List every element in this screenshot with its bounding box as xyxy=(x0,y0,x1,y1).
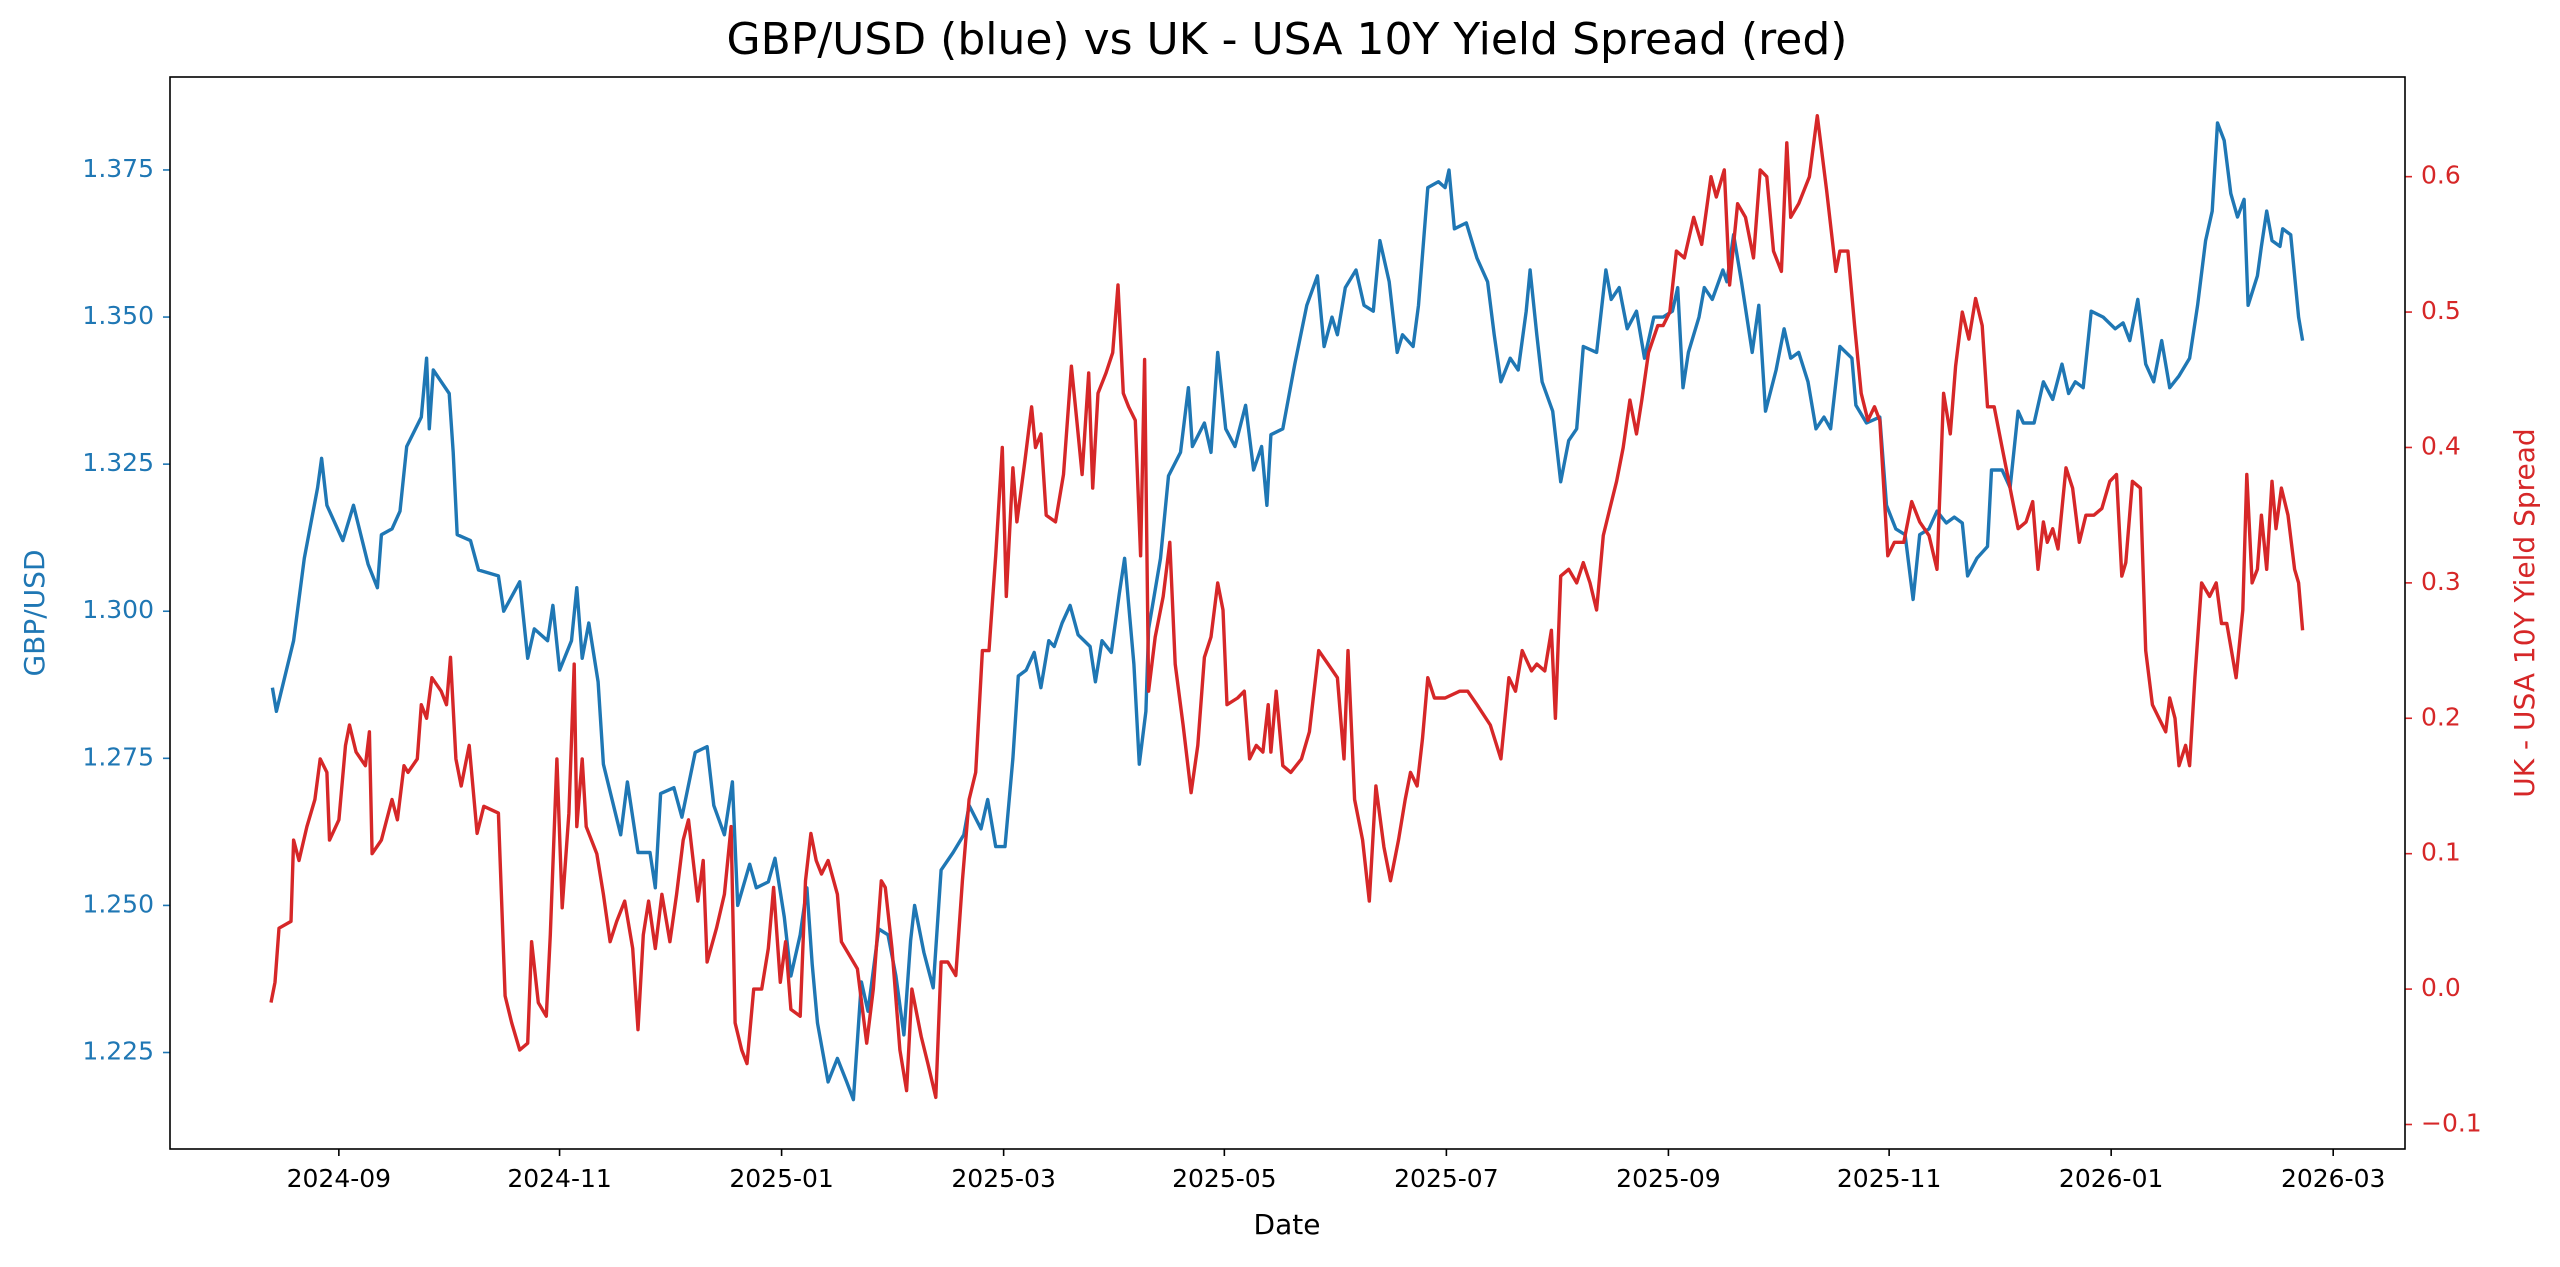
y-axis-label: GBP/USD xyxy=(18,549,51,676)
y2-tick-label: 0.0 xyxy=(2421,973,2461,1002)
x-tick-label: 2025-07 xyxy=(1394,1164,1498,1193)
x-tick-label: 2025-11 xyxy=(1837,1164,1941,1193)
y-tick-label: 1.225 xyxy=(82,1037,154,1066)
x-tick-label: 2025-01 xyxy=(729,1164,833,1193)
x-tick-label: 2026-01 xyxy=(2059,1164,2163,1193)
y2-tick-label: 0.6 xyxy=(2421,161,2461,190)
x-tick-label: 2024-11 xyxy=(507,1164,611,1193)
x-tick-label: 2025-03 xyxy=(951,1164,1055,1193)
y2-tick-label: 0.1 xyxy=(2421,838,2461,867)
x-tick-label: 2024-09 xyxy=(287,1164,391,1193)
y-tick-label: 1.350 xyxy=(82,301,154,330)
y-tick-label: 1.325 xyxy=(82,448,154,477)
y-tick-label: 1.250 xyxy=(82,889,154,918)
y2-tick-label: −0.1 xyxy=(2421,1108,2482,1137)
y2-tick-label: 0.3 xyxy=(2421,567,2461,596)
y2-axis-label: UK - USA 10Y Yield Spread xyxy=(2508,428,2541,797)
y-tick-label: 1.275 xyxy=(82,742,154,771)
y2-tick-label: 0.4 xyxy=(2421,431,2461,460)
x-tick-label: 2025-09 xyxy=(1616,1164,1720,1193)
x-tick-label: 2026-03 xyxy=(2281,1164,2385,1193)
y2-tick-label: 0.2 xyxy=(2421,702,2461,731)
data-line xyxy=(270,121,2305,1102)
x-tick-label: 2025-05 xyxy=(1172,1164,1276,1193)
y-tick-label: 1.375 xyxy=(82,154,154,183)
plot-frame xyxy=(169,76,2406,1150)
chart-title: GBP/USD (blue) vs UK - USA 10Y Yield Spr… xyxy=(727,14,1848,65)
x-axis-label: Date xyxy=(1254,1208,1321,1241)
data-line xyxy=(269,114,2305,1100)
y-tick-label: 1.300 xyxy=(82,595,154,624)
y2-tick-label: 0.5 xyxy=(2421,296,2461,325)
